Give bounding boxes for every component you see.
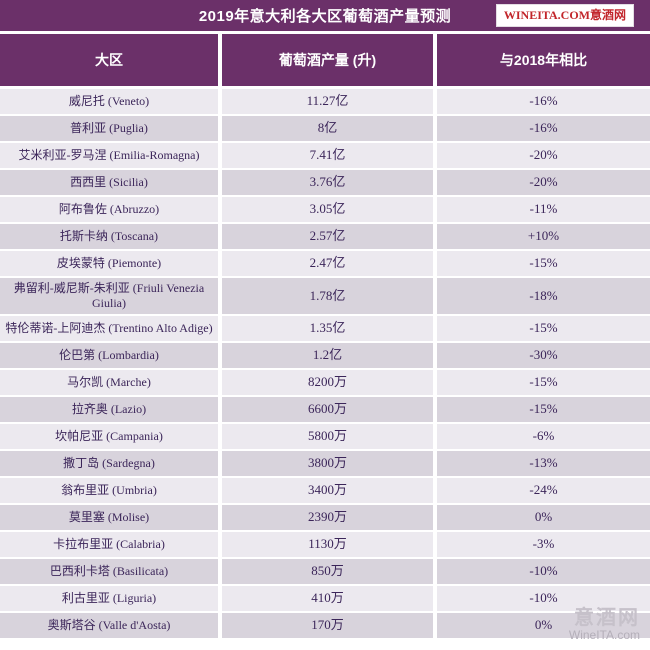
table-row: 坎帕尼亚 (Campania) 5800万 -6% <box>0 424 650 451</box>
region-cell: 艾米利亚-罗马涅 (Emilia-Romagna) <box>0 143 218 168</box>
table-row: 利古里亚 (Liguria) 410万 -10% <box>0 586 650 613</box>
table-row: 莫里塞 (Molise) 2390万 0% <box>0 505 650 532</box>
change-cell: -10% <box>437 559 650 584</box>
table-row: 撒丁岛 (Sardegna) 3800万 -13% <box>0 451 650 478</box>
region-cell: 拉齐奥 (Lazio) <box>0 397 218 422</box>
region-cell: 威尼托 (Veneto) <box>0 89 218 114</box>
change-cell: -15% <box>437 397 650 422</box>
region-cell: 莫里塞 (Molise) <box>0 505 218 530</box>
change-cell: -13% <box>437 451 650 476</box>
change-cell: 0% <box>437 505 650 530</box>
production-cell: 2.47亿 <box>222 251 433 276</box>
region-cell: 普利亚 (Puglia) <box>0 116 218 141</box>
table-row: 卡拉布里亚 (Calabria) 1130万 -3% <box>0 532 650 559</box>
production-cell: 3.76亿 <box>222 170 433 195</box>
table-header-row: 大区 葡萄酒产量 (升) 与2018年相比 <box>0 34 650 86</box>
region-cell: 利古里亚 (Liguria) <box>0 586 218 611</box>
region-cell: 坎帕尼亚 (Campania) <box>0 424 218 449</box>
wineita-logo-text: WINEITA.COM意酒网 <box>503 8 626 22</box>
region-cell: 撒丁岛 (Sardegna) <box>0 451 218 476</box>
table-body: 威尼托 (Veneto) 11.27亿 -16% 普利亚 (Puglia) 8亿… <box>0 89 650 640</box>
production-cell: 850万 <box>222 559 433 584</box>
production-cell: 7.41亿 <box>222 143 433 168</box>
change-cell: +10% <box>437 224 650 249</box>
table-row: 马尔凯 (Marche) 8200万 -15% <box>0 370 650 397</box>
table-row: 西西里 (Sicilia) 3.76亿 -20% <box>0 170 650 197</box>
table-row: 巴西利卡塔 (Basilicata) 850万 -10% <box>0 559 650 586</box>
region-cell: 特伦蒂诺-上阿迪杰 (Trentino Alto Adige) <box>0 316 218 341</box>
change-cell: -20% <box>437 170 650 195</box>
change-cell: -10% <box>437 586 650 611</box>
production-cell: 170万 <box>222 613 433 638</box>
change-cell: -6% <box>437 424 650 449</box>
region-cell: 卡拉布里亚 (Calabria) <box>0 532 218 557</box>
production-cell: 8200万 <box>222 370 433 395</box>
table-row: 弗留利-威尼斯-朱利亚 (Friuli Venezia Giulia) 1.78… <box>0 278 650 316</box>
change-cell: -16% <box>437 116 650 141</box>
change-cell: -15% <box>437 316 650 341</box>
production-cell: 11.27亿 <box>222 89 433 114</box>
table-row: 艾米利亚-罗马涅 (Emilia-Romagna) 7.41亿 -20% <box>0 143 650 170</box>
production-cell: 3800万 <box>222 451 433 476</box>
region-cell: 马尔凯 (Marche) <box>0 370 218 395</box>
region-cell: 弗留利-威尼斯-朱利亚 (Friuli Venezia Giulia) <box>0 278 218 314</box>
header-cell-region: 大区 <box>0 34 218 86</box>
change-cell: 0% <box>437 613 650 638</box>
table-row: 普利亚 (Puglia) 8亿 -16% <box>0 116 650 143</box>
production-cell: 5800万 <box>222 424 433 449</box>
table-row: 伦巴第 (Lombardia) 1.2亿 -30% <box>0 343 650 370</box>
header-cell-change: 与2018年相比 <box>437 34 650 86</box>
region-cell: 阿布鲁佐 (Abruzzo) <box>0 197 218 222</box>
change-cell: -3% <box>437 532 650 557</box>
production-cell: 3400万 <box>222 478 433 503</box>
header-cell-production: 葡萄酒产量 (升) <box>222 34 433 86</box>
region-cell: 翁布里亚 (Umbria) <box>0 478 218 503</box>
region-cell: 皮埃蒙特 (Piemonte) <box>0 251 218 276</box>
table-row: 阿布鲁佐 (Abruzzo) 3.05亿 -11% <box>0 197 650 224</box>
table-row: 皮埃蒙特 (Piemonte) 2.47亿 -15% <box>0 251 650 278</box>
table-row: 奥斯塔谷 (Valle d'Aosta) 170万 0% <box>0 613 650 640</box>
table-row: 拉齐奥 (Lazio) 6600万 -15% <box>0 397 650 424</box>
region-cell: 西西里 (Sicilia) <box>0 170 218 195</box>
production-cell: 1.2亿 <box>222 343 433 368</box>
production-cell: 2.57亿 <box>222 224 433 249</box>
table-row: 托斯卡纳 (Toscana) 2.57亿 +10% <box>0 224 650 251</box>
table-row: 威尼托 (Veneto) 11.27亿 -16% <box>0 89 650 116</box>
change-cell: -30% <box>437 343 650 368</box>
change-cell: -15% <box>437 251 650 276</box>
change-cell: -18% <box>437 278 650 314</box>
change-cell: -11% <box>437 197 650 222</box>
region-cell: 托斯卡纳 (Toscana) <box>0 224 218 249</box>
production-cell: 1130万 <box>222 532 433 557</box>
region-cell: 伦巴第 (Lombardia) <box>0 343 218 368</box>
change-cell: -16% <box>437 89 650 114</box>
production-cell: 410万 <box>222 586 433 611</box>
production-cell: 6600万 <box>222 397 433 422</box>
wineita-logo: WINEITA.COM意酒网 <box>495 4 634 27</box>
change-cell: -20% <box>437 143 650 168</box>
change-cell: -24% <box>437 478 650 503</box>
title-bar: 2019年意大利各大区葡萄酒产量预测 WINEITA.COM意酒网 <box>0 0 650 31</box>
production-cell: 1.35亿 <box>222 316 433 341</box>
production-cell: 2390万 <box>222 505 433 530</box>
page-title: 2019年意大利各大区葡萄酒产量预测 <box>198 8 452 25</box>
production-cell: 3.05亿 <box>222 197 433 222</box>
production-cell: 8亿 <box>222 116 433 141</box>
production-cell: 1.78亿 <box>222 278 433 314</box>
change-cell: -15% <box>437 370 650 395</box>
table-row: 特伦蒂诺-上阿迪杰 (Trentino Alto Adige) 1.35亿 -1… <box>0 316 650 343</box>
table-row: 翁布里亚 (Umbria) 3400万 -24% <box>0 478 650 505</box>
region-cell: 巴西利卡塔 (Basilicata) <box>0 559 218 584</box>
region-cell: 奥斯塔谷 (Valle d'Aosta) <box>0 613 218 638</box>
